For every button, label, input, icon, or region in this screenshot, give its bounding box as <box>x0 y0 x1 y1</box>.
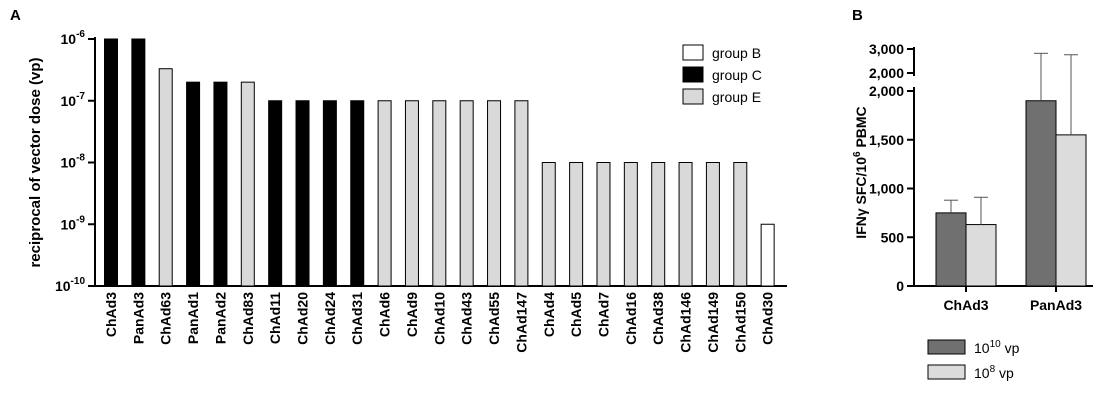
panel-a-bar-chad5 <box>569 162 584 287</box>
panel-a-bar-chad9 <box>404 100 419 287</box>
panel-a-bar-chad4 <box>541 162 556 287</box>
panel-a-bar-chad10 <box>432 100 447 287</box>
panel-a-x-tick-label: ChAd146 <box>678 292 694 353</box>
panel-a-x-tick-label: ChAd16 <box>623 292 639 345</box>
panel-b-bar-panad3-1 <box>1055 134 1087 287</box>
panel-a-bar-chad55 <box>487 100 502 287</box>
panel-b-y-tick-label: 3,000 <box>869 41 904 57</box>
panel-a-x-tick-label: ChAd20 <box>295 292 311 345</box>
panel-a-legend-swatch <box>682 44 704 61</box>
panel-a-bar-chad146 <box>678 162 693 287</box>
panel-b-y-tick-label: 500 <box>881 229 905 245</box>
panel-a-x-tick-label: ChAd147 <box>513 292 529 353</box>
panel-a-bar-chad24 <box>322 100 337 287</box>
panel-b-y-axis-title: IFNγ SFC/106 PBMC <box>852 106 869 238</box>
panel-a-bar-panad2 <box>213 81 228 287</box>
panel-a-y-tick-label: 10-8 <box>61 153 86 171</box>
panel-a-bar-chad7 <box>596 162 611 287</box>
panel-b-y-tick-label: 2,000 <box>869 83 904 99</box>
panel-b-bar-chad3-0 <box>935 212 967 287</box>
panel-a-x-tick-label: ChAd24 <box>322 292 338 345</box>
panel-a-x-tick-label: ChAd38 <box>650 292 666 345</box>
panel-a-x-tick-label: ChAd55 <box>486 292 502 345</box>
panel-a-x-tick-label: ChAd63 <box>158 292 174 345</box>
panel-a-legend-swatch <box>682 66 704 83</box>
panel-a-x-tick-label: ChAd43 <box>459 292 475 345</box>
panel-a-x-tick-label: ChAd150 <box>732 292 748 353</box>
panel-a-bar-chad3 <box>104 38 118 287</box>
panel-b-legend-label: 1010 vp <box>974 339 1020 356</box>
panel-b-y-tick-label: 0 <box>896 278 904 294</box>
panel-a-x-tick-label: ChAd31 <box>349 292 365 345</box>
panel-a-x-tick-label: ChAd6 <box>377 292 393 337</box>
panel-a-x-tick-label: ChAd7 <box>595 292 611 337</box>
panel-b-y-tick-label: 1,500 <box>869 132 904 148</box>
panel-b-bar-panad3-0 <box>1025 100 1057 287</box>
panel-a-y-tick-label: 10-10 <box>55 276 85 294</box>
panel-a-y-tick-label: 10-7 <box>61 91 86 109</box>
panel-a-x-tick-label: ChAd30 <box>760 292 776 345</box>
panel-a-x-tick-label: ChAd10 <box>431 292 447 345</box>
panel-a-bar-chad11 <box>268 100 283 287</box>
panel-a-x-tick-label: PanAd1 <box>185 292 201 344</box>
panel-a-bar-chad31 <box>350 100 365 287</box>
panel-b-x-tick-label: PanAd3 <box>1030 297 1082 313</box>
panel-a-bar-chad83 <box>240 81 255 287</box>
panel-a-bar-chad20 <box>295 100 310 287</box>
panel-a-bar-chad63 <box>158 68 173 287</box>
panel-a-bar-chad150 <box>733 162 748 287</box>
panel-a-y-tick-label: 10-6 <box>61 29 86 47</box>
panel-a-label: A <box>10 7 21 24</box>
panel-a-y-axis-title: reciprocal of vector dose (vp) <box>27 57 44 267</box>
panel-b-legend-label: 108 vp <box>974 364 1014 381</box>
panel-a-bar-panad3 <box>131 38 146 287</box>
panel-a-legend-label: group B <box>712 45 761 61</box>
panel-a-x-tick-label: ChAd11 <box>267 292 283 344</box>
panel-a-bar-chad38 <box>651 162 666 287</box>
panel-b-legend-swatch <box>927 339 966 355</box>
panel-a-bar-chad147 <box>514 100 529 287</box>
panel-a-x-tick-label: PanAd3 <box>130 292 146 344</box>
panel-a-x-tick-label: ChAd149 <box>705 292 721 353</box>
panel-b-legend-swatch <box>927 364 966 380</box>
panel-a-bar-chad16 <box>623 162 638 287</box>
panel-b-x-tick-label: ChAd3 <box>943 297 988 313</box>
panel-a-bar-panad1 <box>186 81 201 287</box>
panel-b-y-tick-label: 2,000 <box>869 65 904 81</box>
panel-a-y-tick-label: 10-9 <box>61 214 86 232</box>
panel-a-bar-chad6 <box>377 100 392 287</box>
panel-b-y-tick-label: 1,000 <box>869 181 904 197</box>
panel-a-bar-chad43 <box>459 100 474 287</box>
panel-b-label: B <box>852 7 863 24</box>
panel-a-x-tick-label: ChAd4 <box>541 292 557 337</box>
panel-a-bar-chad30 <box>760 223 775 287</box>
panel-a-x-tick-label: PanAd2 <box>212 292 228 344</box>
panel-b-bar-chad3-1 <box>965 224 997 287</box>
panel-a-bar-chad149 <box>705 162 720 287</box>
panel-a-x-tick-label: ChAd9 <box>404 292 420 337</box>
panel-a-x-tick-label: ChAd5 <box>568 292 584 337</box>
panel-a-x-tick-label: ChAd83 <box>240 292 256 345</box>
panel-a-legend-swatch <box>682 88 704 105</box>
panel-a-legend-label: group E <box>712 89 761 105</box>
panel-a-legend-label: group C <box>712 67 762 83</box>
panel-a-x-tick-label: ChAd3 <box>103 292 119 337</box>
